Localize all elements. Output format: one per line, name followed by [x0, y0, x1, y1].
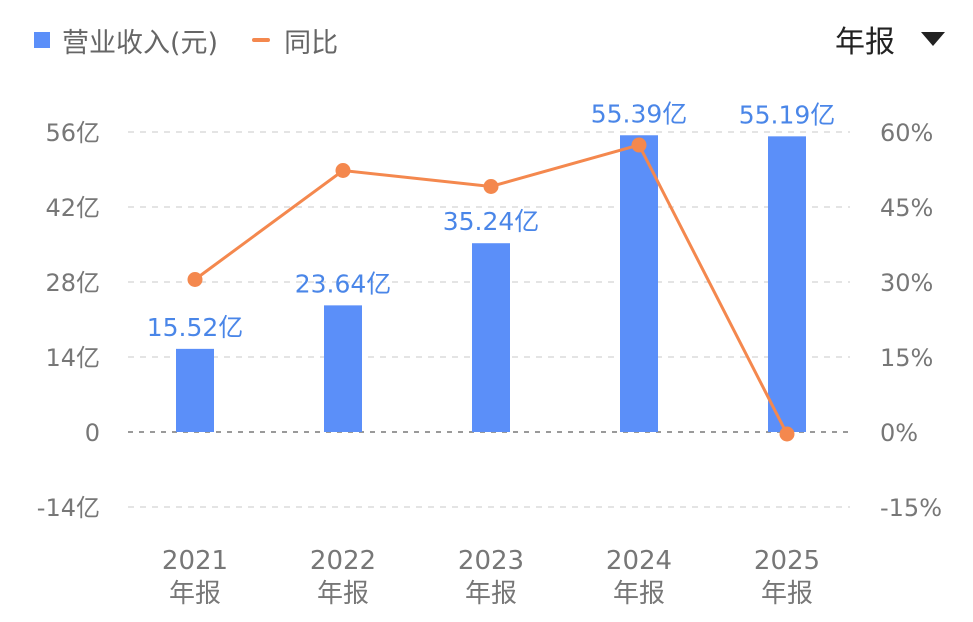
bar-data-label: 55.19亿	[739, 100, 836, 129]
legend-line-swatch	[252, 38, 271, 42]
left-axis-tick-label: 28亿	[45, 269, 100, 297]
period-select-value: 年报	[835, 25, 895, 60]
category-year-label: 2024	[606, 546, 672, 576]
yoy-point	[483, 179, 499, 194]
left-axis-tick-label: 0	[85, 419, 100, 447]
left-axis-tick-label: 42亿	[45, 194, 100, 222]
category-year-label: 2021	[162, 546, 228, 576]
bar-data-label: 55.39亿	[591, 99, 688, 128]
yoy-point	[631, 137, 647, 153]
category-year-label: 2023	[458, 546, 524, 576]
category-year-label: 2022	[310, 546, 376, 576]
category-year-label: 2025	[754, 546, 820, 576]
revenue-bar	[768, 136, 806, 432]
yoy-point	[187, 272, 203, 287]
legend-revenue-label: 营业收入(元)	[62, 27, 219, 59]
legend-yoy-label: 同比	[284, 27, 339, 59]
right-axis-tick-label: 60%	[880, 119, 933, 147]
revenue-bar	[176, 348, 214, 432]
period-select[interactable]: 年报	[835, 18, 945, 60]
right-axis-tick-label: 45%	[880, 194, 933, 222]
left-axis-tick-label: 56亿	[45, 119, 100, 147]
category-period-label: 年报	[465, 579, 517, 609]
right-axis-tick-label: 0%	[880, 419, 918, 447]
yoy-point	[779, 426, 795, 442]
bar-data-label: 35.24亿	[443, 207, 540, 236]
right-axis-tick-label: 15%	[880, 344, 933, 372]
revenue-bar	[472, 243, 510, 432]
legend-bar-swatch	[34, 32, 50, 48]
right-axis-tick-label: -15%	[880, 494, 942, 522]
chevron-down-icon	[921, 32, 945, 46]
left-axis-tick-label: -14亿	[37, 494, 100, 522]
legend-item-revenue[interactable]: 营业收入(元)	[34, 21, 218, 60]
revenue-bar	[620, 135, 658, 432]
category-period-label: 年报	[613, 579, 665, 609]
yoy-point	[335, 163, 351, 178]
left-axis-tick-label: 14亿	[45, 344, 100, 372]
right-axis-tick-label: 30%	[880, 269, 933, 297]
chart-legend: 营业收入(元) 同比	[34, 20, 372, 60]
legend-item-yoy[interactable]: 同比	[252, 21, 338, 60]
bar-data-label: 15.52亿	[147, 313, 244, 342]
category-period-label: 年报	[317, 579, 369, 609]
category-period-label: 年报	[169, 579, 221, 609]
bar-data-label: 23.64亿	[295, 269, 392, 298]
category-period-label: 年报	[761, 579, 813, 609]
revenue-bar	[324, 305, 362, 432]
